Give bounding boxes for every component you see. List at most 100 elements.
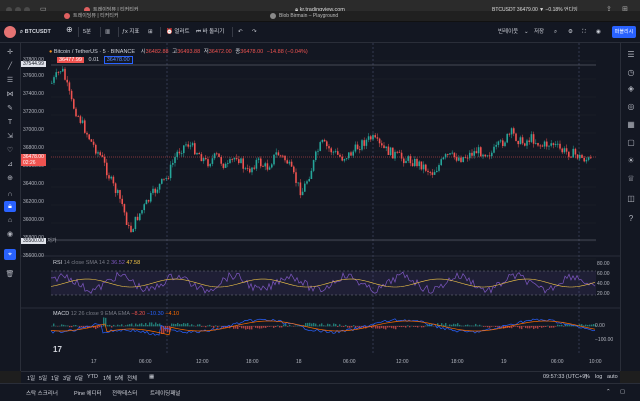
auto-toggle[interactable]: auto	[607, 374, 618, 380]
favorites-icon[interactable]: ⌖	[4, 249, 16, 260]
symbol-search[interactable]: ⌕ BTCUSDT	[20, 27, 51, 37]
maximize-panel-icon[interactable]: ▢	[620, 389, 625, 395]
hotlist-icon[interactable]: ◎	[625, 101, 637, 113]
price-tick: 37200.00	[23, 109, 44, 115]
help-icon[interactable]: ?	[625, 213, 637, 225]
chart-type-icon[interactable]: ▥	[105, 27, 110, 37]
undo-icon[interactable]: ↶	[238, 27, 243, 37]
eye-icon[interactable]: ◉	[4, 229, 16, 240]
redo-icon[interactable]: ↷	[252, 27, 257, 37]
replay-button[interactable]: ⏮ 바 돌리기	[196, 27, 224, 37]
trend-line-icon[interactable]: ╱	[4, 61, 16, 72]
playground-favicon-icon	[270, 13, 276, 19]
brush-icon[interactable]: ✎	[4, 103, 16, 114]
candle-body	[236, 158, 238, 159]
time-tick: 12:00	[396, 359, 409, 365]
avatar[interactable]	[4, 26, 16, 38]
range-button[interactable]: 6달	[75, 374, 83, 382]
alert-button[interactable]: ⏰ 얼러트	[166, 27, 190, 37]
browser-tab-playground[interactable]: Blob Birmain – Playground	[266, 11, 416, 21]
log-toggle[interactable]: log	[595, 374, 602, 380]
candle-body	[511, 128, 513, 134]
range-button[interactable]: 5해	[115, 374, 123, 382]
price-tick: 36000.00	[23, 217, 44, 223]
macd-histogram-bar	[339, 324, 340, 326]
quick-search-icon[interactable]: ⌕	[554, 27, 557, 37]
range-button[interactable]: 1해	[103, 374, 111, 382]
measure-icon[interactable]: ⇲	[4, 131, 16, 142]
macd-histogram-bar	[269, 326, 270, 327]
candle-body	[396, 152, 398, 153]
magnet-icon[interactable]: ∩	[4, 189, 16, 200]
crosshair-icon[interactable]: ✛	[4, 47, 16, 58]
range-button[interactable]: 전체	[127, 374, 137, 382]
tab-strategy-tester[interactable]: 전략테스터	[112, 389, 137, 397]
candle-body	[225, 164, 227, 168]
macd-histogram-bar	[265, 326, 266, 328]
candle-body	[341, 157, 343, 161]
ruler-icon[interactable]: ⊿	[4, 159, 16, 170]
bid-button[interactable]: 36477.99	[57, 57, 84, 63]
macd-histogram-bar	[215, 325, 216, 326]
indicators-button[interactable]: ƒx 지표	[122, 27, 139, 37]
text-tool-icon[interactable]: T	[4, 117, 16, 128]
layers-icon[interactable]: ◈	[625, 83, 637, 95]
price-tick: 36800.00	[23, 145, 44, 151]
range-button[interactable]: 1일	[27, 374, 35, 382]
trash-icon[interactable]: 🗑︎	[4, 269, 16, 280]
collapse-panel-icon[interactable]: ⌃	[606, 389, 611, 395]
calendar-icon[interactable]: ▦	[625, 119, 637, 131]
pattern-icon[interactable]: ⋈	[4, 89, 16, 100]
macd-histogram-bar	[127, 325, 128, 327]
macd-histogram-bar	[187, 323, 188, 326]
layout-button[interactable]: 빈레이웃	[498, 27, 518, 37]
macd-histogram-bar	[459, 325, 460, 326]
macd-histogram-bar	[277, 325, 278, 326]
rsi-ma-value: 47.58	[126, 260, 140, 266]
notifications-icon[interactable]: ◫	[625, 193, 637, 205]
tab-trading-panel[interactable]: 트레이딩패널	[150, 389, 180, 397]
chat-icon[interactable]: ▢	[625, 137, 637, 149]
macd-histogram-bar	[117, 325, 118, 327]
alerts-clock-icon[interactable]: ◷	[625, 67, 637, 79]
range-button[interactable]: 1달	[51, 374, 59, 382]
percent-toggle[interactable]: %	[585, 374, 590, 380]
macd-histogram-bar	[99, 326, 100, 327]
range-button[interactable]: 5일	[39, 374, 47, 382]
lock-icon[interactable]: ⌂	[4, 215, 16, 226]
date-range-icon[interactable]: ▦	[149, 374, 154, 380]
fib-retracement-icon[interactable]: ☰	[4, 75, 16, 86]
fullscreen-icon[interactable]: ⛶	[582, 27, 586, 37]
candle-body	[183, 145, 185, 153]
ask-button[interactable]: 36478.00	[104, 56, 133, 64]
range-button[interactable]: YTD	[87, 374, 98, 380]
watchlist-icon[interactable]: ☰	[625, 49, 637, 61]
candle-body	[216, 153, 218, 154]
interval-button[interactable]: 5분	[83, 27, 91, 37]
lock-drawings-icon[interactable]: 🔒︎	[4, 201, 16, 212]
macd-histogram-bar	[177, 323, 178, 326]
macd-histogram-bar	[119, 325, 120, 326]
candle-body	[520, 137, 522, 144]
zoom-in-icon[interactable]: ⊕	[4, 173, 16, 184]
chart-svg[interactable]	[21, 43, 620, 371]
publish-button[interactable]: 퍼블리시	[612, 26, 636, 38]
camera-icon[interactable]: ◉	[596, 27, 601, 37]
ideas-icon[interactable]: ☀	[625, 155, 637, 167]
range-button[interactable]: 3달	[63, 374, 71, 382]
add-symbol-icon[interactable]: ⊕	[66, 25, 73, 35]
layout-chevron-icon[interactable]: ⌄	[524, 27, 529, 37]
settings-icon[interactable]: ⚙	[568, 27, 573, 37]
tab-pine-editor[interactable]: Pine 에디터	[74, 389, 102, 397]
templates-icon[interactable]: ⊞	[148, 27, 153, 37]
candle-body	[242, 158, 244, 168]
browser-tab-tradingview[interactable]: 트레이딩뷰 | 티커티커	[60, 11, 190, 21]
tab-screener[interactable]: 스탁 스크리너	[26, 389, 58, 397]
trophy-icon[interactable]: ♕	[625, 173, 637, 185]
heart-icon[interactable]: ♡	[4, 145, 16, 156]
save-button[interactable]: 저장	[534, 27, 544, 37]
candle-body	[544, 142, 546, 147]
price-tick: 37000.00	[23, 127, 44, 133]
macd-histogram-bar	[289, 325, 290, 326]
